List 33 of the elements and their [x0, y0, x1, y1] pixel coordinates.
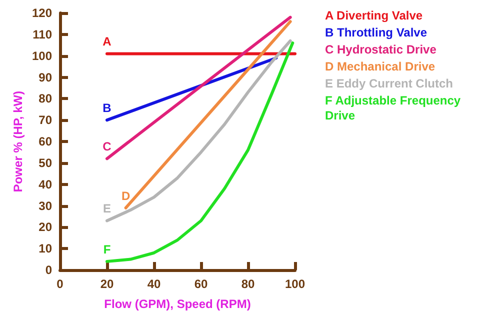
annotation: F	[103, 242, 111, 256]
y-tick-label: 70	[38, 113, 52, 128]
annotation: A	[102, 34, 112, 49]
annotation: D	[121, 188, 130, 203]
text: F Adjustable Frequency Drive	[325, 94, 464, 122]
annotation: C	[102, 140, 112, 154]
y-tick-label: 60	[38, 134, 52, 148]
x-tick-label: 80	[241, 277, 255, 291]
y-tick-label: 10	[38, 242, 52, 256]
text: C Hydrostatic Drive	[325, 42, 437, 56]
annotation: E	[102, 202, 112, 216]
y-tick-label: 50	[38, 156, 52, 170]
y-tick-label: 100	[32, 48, 52, 63]
y-tick-label: 110	[32, 27, 52, 42]
text: E Eddy Current Clutch	[325, 76, 454, 90]
y-tick-label: 0	[45, 263, 52, 277]
text: D Mechanical Drive	[325, 60, 436, 74]
y-tick-label: 120	[32, 6, 52, 20]
y-tick-label: 20	[38, 220, 52, 234]
x-tick-label: 40	[147, 277, 161, 291]
y-axis-title: Power % (HP, kW)	[11, 90, 25, 192]
y-tick-label: 30	[38, 198, 52, 213]
x-tick-label: 0	[56, 277, 64, 291]
annotation: B	[102, 101, 112, 116]
text: B Throttling Valve	[325, 26, 428, 40]
x-tick-label: 100	[284, 277, 306, 291]
x-axis-title: Flow (GPM), Speed (RPM)	[104, 297, 251, 311]
x-tick-label: 20	[100, 277, 114, 291]
y-tick-label: 80	[38, 92, 52, 106]
y-tick-label: 90	[38, 70, 52, 84]
x-tick-label: 60	[194, 277, 208, 291]
y-tick-label: 40	[38, 177, 52, 192]
text: A Diverting Valve	[325, 8, 423, 22]
